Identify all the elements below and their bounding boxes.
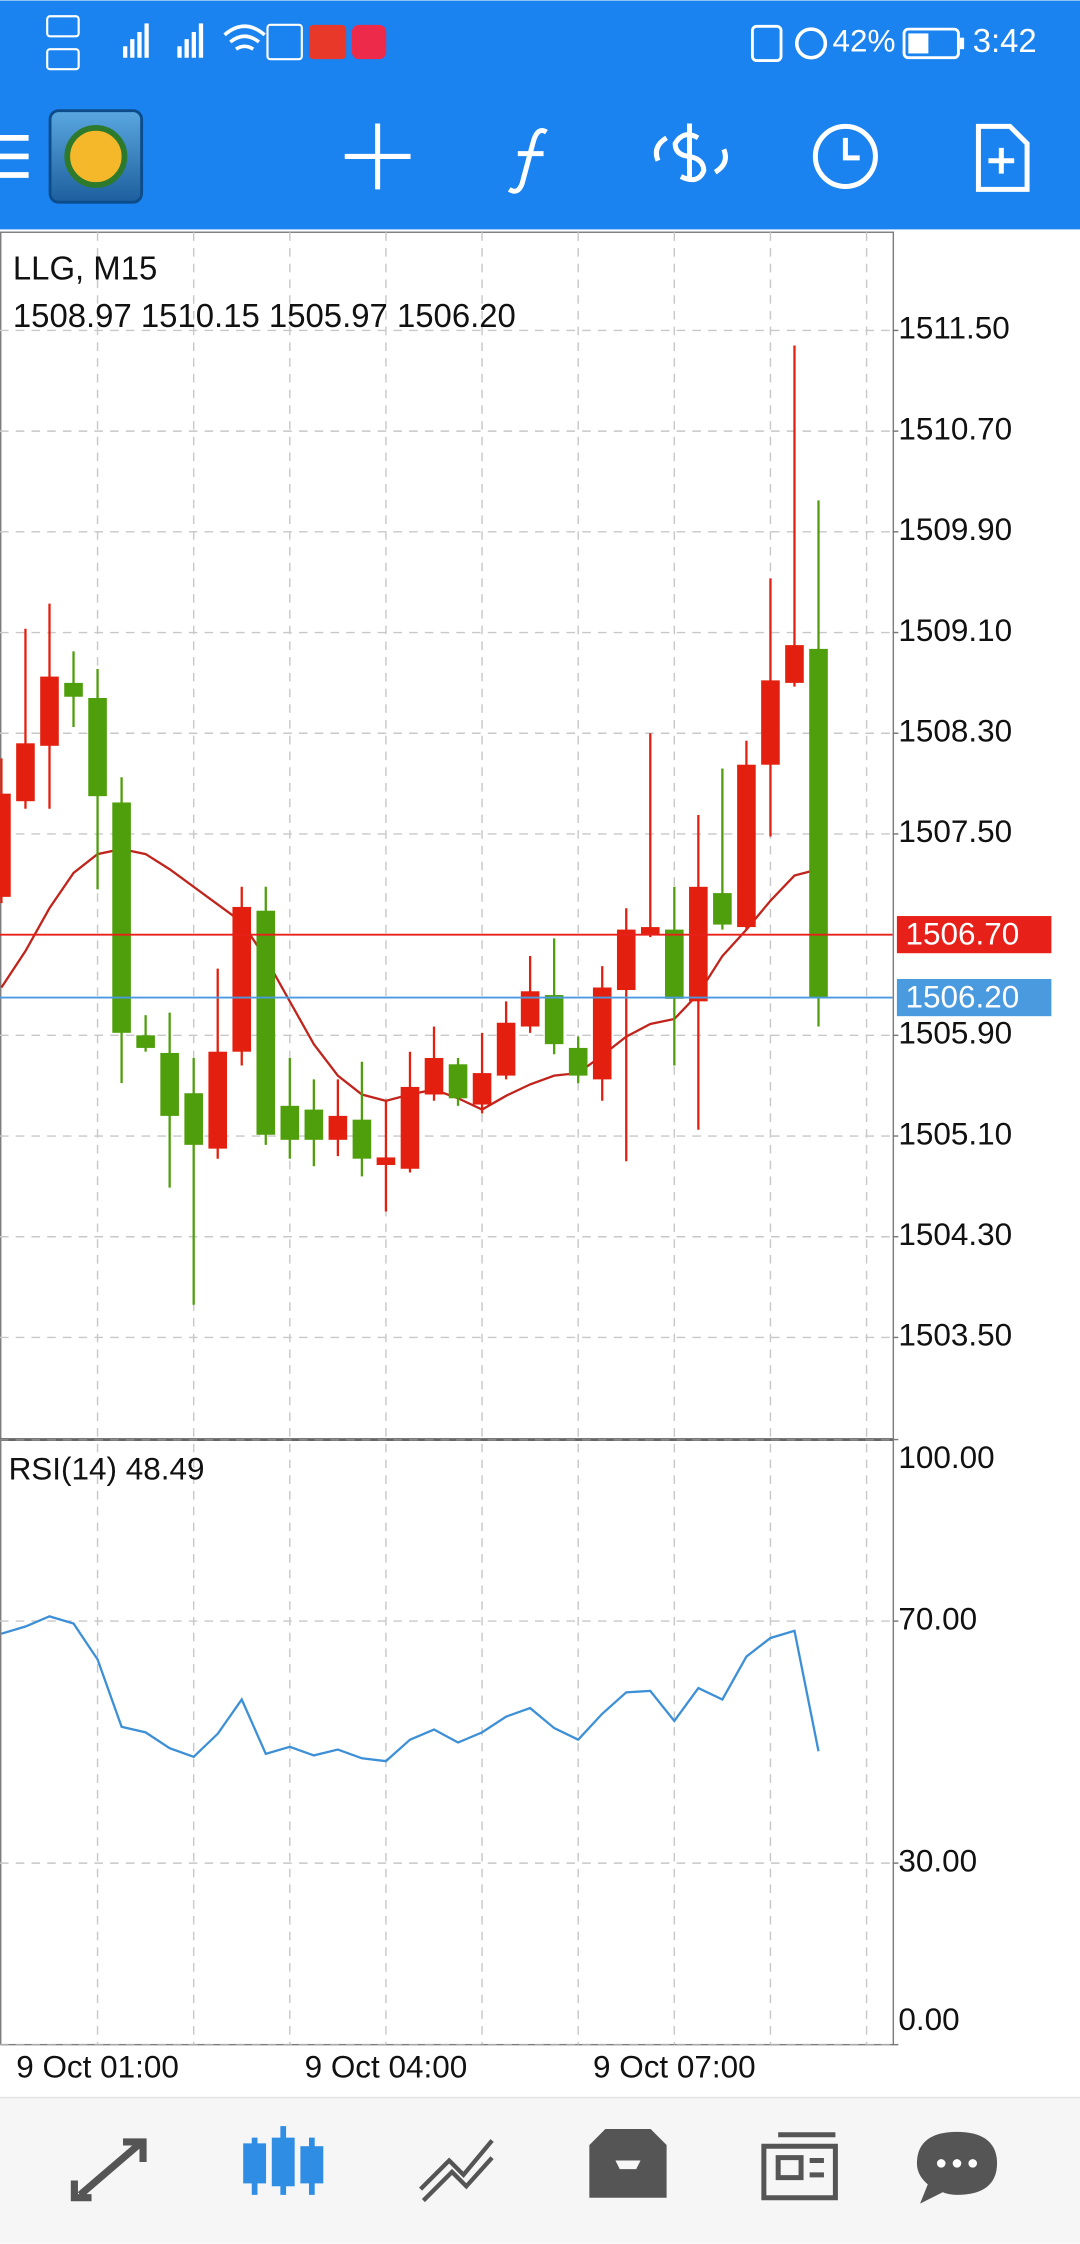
price-panel: [0, 329, 893, 1339]
candle-body: [376, 1157, 396, 1165]
y-tick-label: 0.00: [898, 2002, 959, 2037]
candle-body: [544, 995, 564, 1045]
nav-trade[interactable]: [419, 2139, 494, 2203]
y-tick-label: 1503.50: [898, 1318, 1012, 1353]
candle-body: [568, 1047, 588, 1076]
candle-body: [448, 1064, 468, 1099]
battery-level: 42%: [833, 24, 896, 59]
ohlc-readout: 1508.97 1510.15 1505.97 1506.20: [13, 297, 516, 334]
candle-body: [520, 991, 540, 1027]
candle-body: [616, 929, 636, 991]
rsi-title: RSI(14) 48.49: [9, 1451, 205, 1486]
nav-news[interactable]: [761, 2132, 838, 2201]
nav-history[interactable]: [589, 2129, 667, 2198]
candle-body: [208, 1051, 228, 1149]
candle-body: [16, 743, 35, 802]
nav-quotes[interactable]: [70, 2138, 147, 2202]
y-tick-label: 1510.70: [898, 411, 1012, 446]
objects-button[interactable]: [975, 123, 1030, 192]
candle-body: [184, 1093, 203, 1145]
y-tick-label: 1508.30: [898, 714, 1012, 749]
candle-body: [785, 645, 804, 683]
x-tick-label: 9 Oct 01:00: [16, 2049, 179, 2084]
time-grid: [96, 232, 868, 2045]
timeframe-button[interactable]: [812, 123, 878, 189]
candle-body: [761, 680, 780, 765]
candle-body: [280, 1105, 300, 1140]
y-tick-label: 1509.90: [898, 512, 1012, 547]
menu-button[interactable]: [0, 134, 29, 178]
candle-body: [0, 793, 11, 897]
candle-body: [64, 682, 83, 697]
y-tick-label: 1504.30: [898, 1217, 1012, 1252]
candle-body: [809, 648, 828, 998]
chart-frame: [0, 231, 895, 2046]
y-tick-label: 70.00: [898, 1601, 977, 1636]
candle-body: [640, 927, 660, 935]
nav-icons: [70, 2126, 998, 2204]
clock: 3:42: [973, 22, 1037, 59]
candle-body: [112, 802, 131, 1033]
bottom-nav: [0, 2097, 1080, 2244]
price-label-box: [896, 978, 1052, 1017]
x-tick-label: 9 Oct 04:00: [305, 2049, 468, 2084]
y-tick-label: 1507.50: [898, 814, 1012, 849]
y-tick-label: 1505.90: [898, 1016, 1012, 1051]
y-tick-label: 1511.50: [898, 311, 1009, 346]
price-label: 1506.70: [905, 916, 1019, 951]
candle-body: [352, 1119, 372, 1159]
price-label: 1506.20: [905, 979, 1019, 1014]
top-bar: [0, 0, 1080, 230]
candle-body: [689, 886, 708, 1002]
crosshair-button[interactable]: [344, 123, 411, 190]
candle-body: [424, 1057, 444, 1095]
symbol-title: LLG, M15: [13, 250, 157, 287]
price-label-box: [896, 916, 1052, 954]
candle-body: [592, 987, 612, 1080]
candle-body: [304, 1109, 324, 1140]
candle-body: [713, 893, 732, 925]
toolbar: [0, 109, 1030, 204]
candle-body: [256, 910, 276, 1135]
candle-body: [400, 1086, 420, 1169]
y-tick-label: 30.00: [898, 1843, 977, 1878]
candle-body: [232, 906, 252, 1052]
candle-body: [40, 676, 59, 746]
rsi-panel: [0, 1439, 893, 2045]
indicators-button[interactable]: [507, 128, 548, 194]
trade-button[interactable]: [653, 123, 728, 183]
rsi-line: [1, 1615, 820, 1763]
status-icons: [46, 15, 965, 71]
axes: 1511.50 1510.70 1509.90 1509.10 1508.30 1507.…: [16, 311, 1052, 2084]
candle-body: [665, 929, 684, 999]
y-tick-label: 1509.10: [898, 613, 1012, 648]
candle-body: [136, 1035, 155, 1048]
nav-chart[interactable]: [243, 2126, 324, 2195]
candle-body: [737, 764, 756, 928]
candle-body: [328, 1115, 348, 1140]
y-tick-label: 100.00: [898, 1440, 994, 1475]
x-tick-label: 9 Oct 07:00: [593, 2049, 756, 2084]
candle-body: [160, 1052, 179, 1116]
candle-body: [472, 1073, 492, 1105]
candle-body: [88, 697, 107, 797]
y-tick-label: 1505.10: [898, 1116, 1012, 1151]
candle-body: [496, 1022, 516, 1076]
